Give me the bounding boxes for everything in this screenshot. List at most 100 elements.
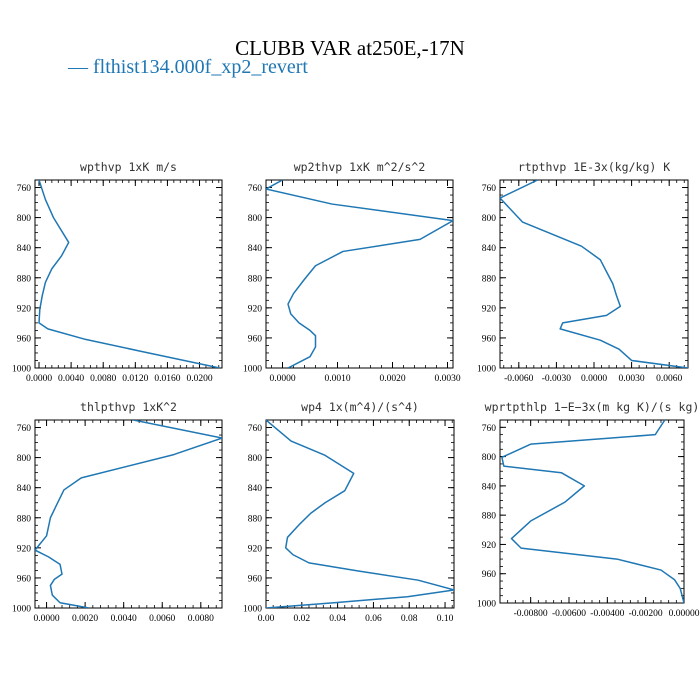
y-tick-label: 1000	[243, 365, 262, 375]
panel-title: wp4 1x(m^4)/(s^4)	[301, 400, 419, 414]
panel-2: wp2thvp 1xK m^2/s^2 760 800 840 880 920 960 100…	[243, 160, 461, 384]
y-tick-label: 920	[482, 541, 497, 551]
legend-line-marker: —	[68, 56, 88, 78]
x-tick-label: -0.00800	[514, 609, 548, 619]
y-tick-label: 800	[17, 454, 32, 464]
x-tick-label: 0.0000	[26, 374, 52, 384]
y-tick-label: 840	[17, 484, 32, 494]
y-tick-label: 800	[482, 214, 497, 224]
profile-line	[35, 420, 222, 608]
y-tick-label: 800	[482, 453, 497, 463]
y-tick-label: 880	[17, 274, 32, 284]
x-tick-label: -0.0030	[542, 374, 572, 384]
x-tick-label: 0.0010	[324, 374, 350, 384]
x-tick-label: 0.0080	[90, 374, 116, 384]
x-tick-label: 0.0020	[379, 374, 405, 384]
y-tick-label: 880	[482, 274, 497, 284]
y-tick-label: 920	[248, 544, 263, 554]
y-tick-label: 800	[17, 214, 32, 224]
y-tick-label: 840	[482, 482, 497, 492]
y-tick-label: 800	[248, 214, 263, 224]
panel-6: wprtpthlp 1−E−3x(m kg K)/(s kg) 760 800 840…	[477, 400, 700, 619]
x-tick-label: 0.02	[293, 614, 310, 624]
y-tick-label: 1000	[477, 365, 496, 375]
x-tick-label: 0.00000	[669, 609, 700, 619]
x-tick-label: 0.0000	[269, 374, 295, 384]
x-tick-label: 0.0060	[149, 614, 175, 624]
y-tick-label: 840	[17, 244, 32, 254]
y-tick-label: 960	[17, 334, 32, 344]
x-tick-label: 0.0020	[72, 614, 98, 624]
x-tick-label: 0.06	[365, 614, 382, 624]
panel-title: wp2thvp 1xK m^2/s^2	[294, 160, 426, 174]
legend-label: flthist134.000f_xp2_revert	[93, 56, 308, 78]
x-tick-label: 0.0200	[186, 374, 212, 384]
x-tick-label: 0.00	[258, 614, 275, 624]
x-tick-label: 0.0120	[122, 374, 148, 384]
y-tick-label: 760	[482, 184, 497, 194]
y-tick-label: 960	[482, 334, 497, 344]
y-tick-label: 880	[248, 514, 263, 524]
x-tick-label: -0.0060	[504, 374, 534, 384]
x-tick-label: 0.0000	[581, 374, 607, 384]
y-tick-label: 840	[482, 244, 497, 254]
x-tick-label: 0.0060	[656, 374, 682, 384]
y-tick-label: 920	[17, 544, 32, 554]
x-tick-label: 0.0030	[434, 374, 460, 384]
y-tick-label: 760	[482, 424, 497, 434]
x-tick-label: -0.00200	[629, 609, 663, 619]
x-tick-label: 0.10	[437, 614, 454, 624]
y-tick-label: 920	[482, 304, 497, 314]
panel-title: thlpthvp 1xK^2	[80, 400, 177, 414]
profile-line	[500, 180, 688, 368]
x-tick-label: 0.04	[329, 614, 346, 624]
x-tick-label: -0.00600	[552, 609, 586, 619]
x-tick-label: 0.0080	[188, 614, 214, 624]
x-tick-label: 0.0040	[58, 374, 84, 384]
panel-5: wp4 1x(m^4)/(s^4)76080084088092096010000…	[243, 400, 455, 624]
y-tick-label: 960	[248, 574, 263, 584]
y-tick-label: 960	[17, 574, 32, 584]
profile-line	[38, 180, 220, 368]
panel-title: rtpthvp 1E-3x(kg/kg) K	[518, 160, 670, 174]
panel-title: wprtpthlp 1−E−3x(m kg K)/(s kg)	[485, 400, 700, 414]
profile-line	[501, 420, 684, 603]
panel-1: wpthvp 1xK m/s76080084088092096010000.00…	[12, 160, 223, 384]
panel-4: thlpthvp 1xK^276080084088092096010000.00…	[12, 400, 223, 624]
x-tick-label: 0.0040	[111, 614, 137, 624]
y-tick-label: 920	[17, 304, 32, 314]
y-tick-label: 1000	[243, 605, 262, 615]
plot-frame	[34, 179, 223, 369]
panel-title: wpthvp 1xK m/s	[80, 160, 177, 174]
y-tick-label: 760	[248, 184, 263, 194]
legend: — flthist134.000f_xp2_revert	[68, 56, 308, 79]
y-tick-label: 880	[482, 512, 497, 522]
y-tick-label: 880	[248, 274, 263, 284]
y-tick-label: 880	[17, 514, 32, 524]
profile-line	[266, 420, 454, 608]
y-tick-label: 760	[17, 424, 32, 434]
plot-frame	[34, 419, 223, 609]
x-tick-label: 0.0160	[154, 374, 180, 384]
figure-title: CLUBB VAR at250E,-17N	[235, 36, 465, 60]
y-tick-label: 960	[248, 334, 263, 344]
y-tick-label: 1000	[12, 605, 31, 615]
plot-frame	[499, 419, 685, 604]
y-tick-label: 920	[248, 304, 263, 314]
y-tick-label: 1000	[12, 365, 31, 375]
y-tick-label: 800	[248, 454, 263, 464]
y-tick-label: 760	[248, 424, 263, 434]
y-tick-label: 960	[482, 570, 497, 580]
x-tick-label: 0.0000	[34, 614, 60, 624]
panel-3: rtpthvp 1E-3x(kg/kg) K 760 800 840 880 920 960…	[477, 160, 689, 384]
profile-line	[266, 180, 453, 368]
x-tick-label: 0.08	[401, 614, 418, 624]
y-tick-label: 840	[248, 244, 263, 254]
x-tick-label: -0.00400	[590, 609, 624, 619]
x-tick-label: 0.0030	[619, 374, 645, 384]
plot-frame	[265, 419, 455, 609]
y-tick-label: 1000	[477, 600, 496, 610]
y-tick-label: 760	[17, 184, 32, 194]
